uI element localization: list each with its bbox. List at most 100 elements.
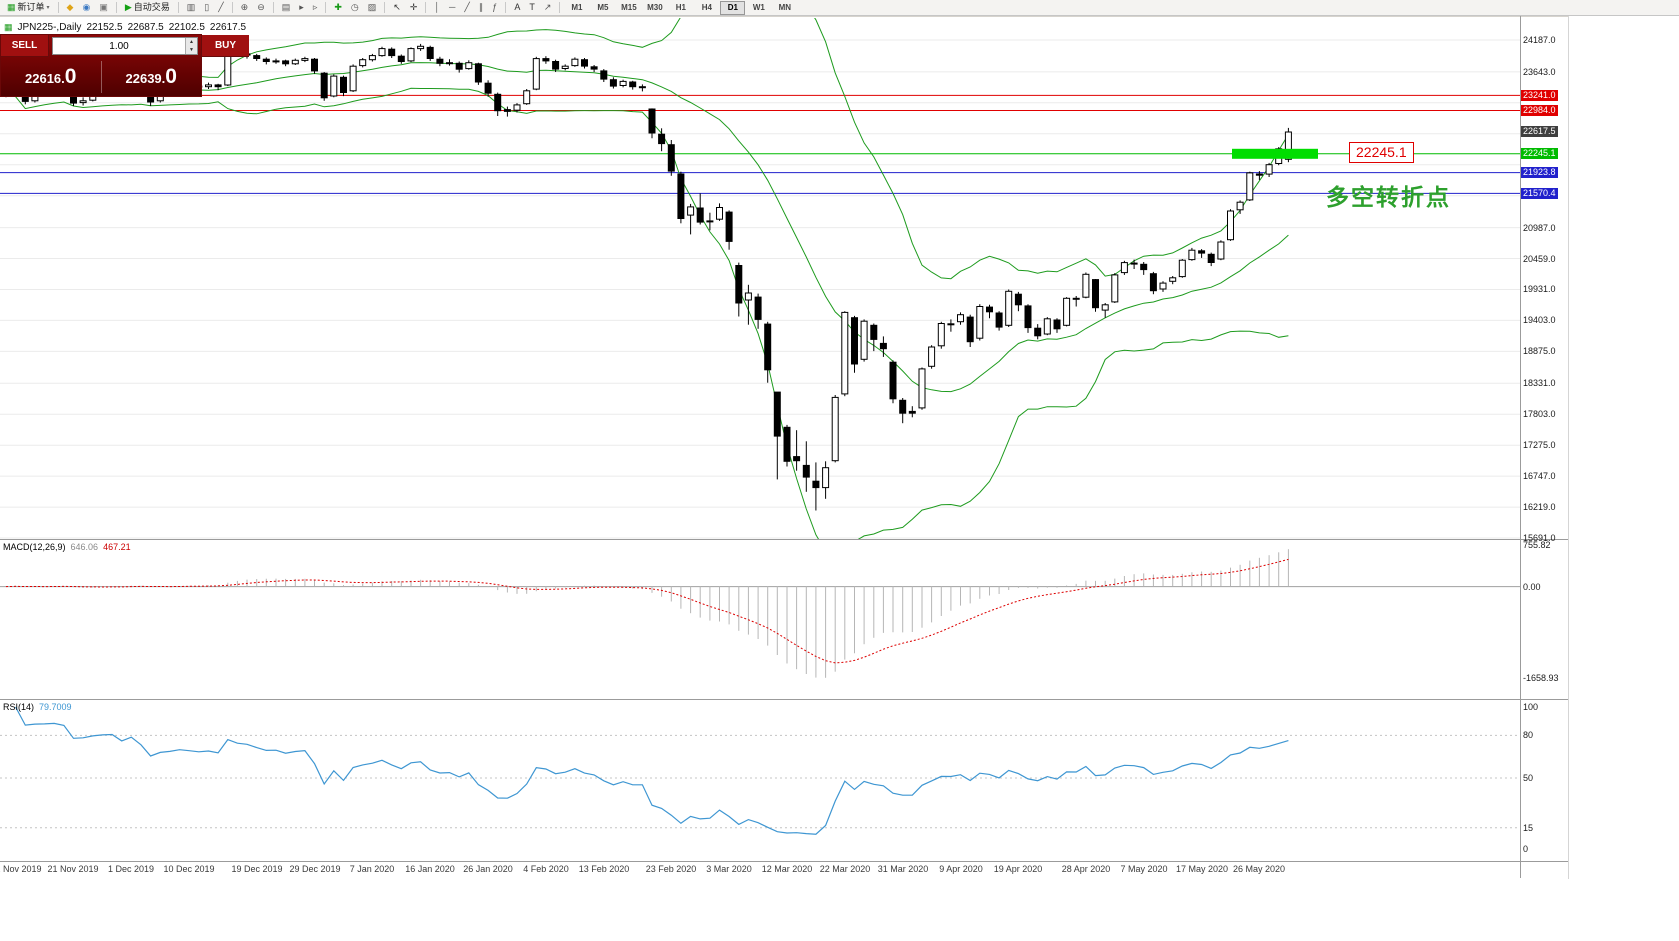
chart-shift-button[interactable]: ▹ xyxy=(309,1,322,15)
sell-button[interactable]: SELL xyxy=(1,35,49,57)
price-axis-label: 23643.0 xyxy=(1523,67,1556,77)
arrows-tool-icon: ↗ xyxy=(543,2,552,12)
date-axis-label: 12 Mar 2020 xyxy=(761,864,813,874)
timeframe-w1-button[interactable]: W1 xyxy=(746,1,771,15)
buy-price[interactable]: 22639.0 xyxy=(125,64,177,88)
new-order-icon: ▦ xyxy=(7,2,16,12)
periods-button[interactable]: ◷ xyxy=(347,1,363,15)
rsi-axis-label: 50 xyxy=(1523,773,1534,783)
date-axis-label: 21 Nov 2019 xyxy=(47,864,99,874)
rsi-axis-label: 0 xyxy=(1523,844,1529,854)
price-axis-label: 19931.0 xyxy=(1523,284,1556,294)
ohlc-close: 22617.5 xyxy=(209,22,247,33)
vertical-line-tool-button[interactable]: │ xyxy=(430,1,444,15)
bar-chart-type-button[interactable]: ▥ xyxy=(183,1,200,15)
chart-window-top-border xyxy=(0,16,1568,17)
terminal-icon: ▣ xyxy=(99,2,108,12)
panel-separator[interactable] xyxy=(0,699,1568,700)
volume-decrease-button[interactable]: ▼ xyxy=(186,46,197,54)
panel-separator xyxy=(0,861,1568,862)
toolbar-separator xyxy=(115,2,117,13)
templates-button[interactable]: ▨ xyxy=(364,1,381,15)
data-window-button[interactable]: ◉ xyxy=(78,1,94,15)
buy-button[interactable]: BUY xyxy=(201,35,249,57)
highlight-rectangle[interactable] xyxy=(1232,148,1318,159)
price-line-label: 22984.0 xyxy=(1521,105,1558,116)
rsi-panel[interactable] xyxy=(0,700,1520,860)
terminal-button[interactable]: ▣ xyxy=(95,1,112,15)
panel-separator[interactable] xyxy=(0,539,1568,540)
channel-tool-button[interactable]: ∥ xyxy=(475,1,488,15)
timeframe-m15-button[interactable]: M15 xyxy=(616,1,641,15)
rsi-line xyxy=(15,706,1289,835)
bollinger-middle-line xyxy=(15,62,1289,393)
date-axis-label: 26 Jan 2020 xyxy=(463,864,513,874)
sell-price[interactable]: 22616.0 xyxy=(25,64,77,88)
timeframe-h4-button[interactable]: H4 xyxy=(694,1,719,15)
date-axis-label: 26 May 2020 xyxy=(1232,864,1286,874)
turning-point-text-annotation[interactable]: 多空转折点 xyxy=(1326,184,1451,210)
market-watch-button[interactable]: ◆ xyxy=(63,1,78,15)
price-axis-label: 17275.0 xyxy=(1523,440,1556,450)
macd-panel[interactable] xyxy=(0,540,1520,699)
toolbar-separator xyxy=(384,2,386,13)
date-axis[interactable]: 12 Nov 2019 21 Nov 2019 1 Dec 2019 10 Dec 2… xyxy=(0,862,1520,878)
main-chart[interactable] xyxy=(0,18,1520,539)
indicators-button[interactable]: ✚ xyxy=(330,1,346,15)
toolbar-separator xyxy=(57,2,59,13)
fibonacci-tool-button[interactable]: ƒ xyxy=(488,1,501,15)
price-tag-annotation[interactable]: 22245.1 xyxy=(1349,142,1414,163)
label-tool-button[interactable]: T xyxy=(525,1,539,15)
toolbar-separator xyxy=(559,2,561,13)
timeframe-m1-button[interactable]: M1 xyxy=(564,1,589,15)
symbol-timeframe-label: JPN225-,Daily xyxy=(17,22,82,33)
candlestick-chart-type-icon: ▯ xyxy=(204,2,210,12)
cursor-button[interactable]: ↖ xyxy=(389,1,405,15)
trendline-tool-button[interactable]: ╱ xyxy=(460,1,473,15)
price-axis-label: 16747.0 xyxy=(1523,471,1556,481)
arrows-tool-button[interactable]: ↗ xyxy=(540,1,556,15)
crosshair-icon: ✛ xyxy=(409,2,418,12)
toolbar-separator xyxy=(505,2,507,13)
data-window-icon: ◉ xyxy=(82,2,91,12)
horizontal-line-tool-icon: ─ xyxy=(448,2,456,12)
price-axis-separator xyxy=(1520,16,1521,878)
timeframe-h1-button[interactable]: H1 xyxy=(668,1,693,15)
zoom-out-button[interactable]: ⊖ xyxy=(253,1,269,15)
text-tool-button[interactable]: A xyxy=(510,1,524,15)
chart-shift-icon: ▹ xyxy=(312,2,318,12)
date-axis-label: 4 Feb 2020 xyxy=(523,864,569,874)
volume-input[interactable] xyxy=(53,38,185,54)
chart-title: ▦ JPN225-,Daily 22152.5 22687.5 22102.5 … xyxy=(4,22,246,33)
bar-chart-type-icon: ▥ xyxy=(186,2,196,12)
vertical-line-tool-icon: │ xyxy=(434,2,440,12)
auto-scroll-button[interactable]: ▸ xyxy=(295,1,308,15)
macd-axis-label: 0.00 xyxy=(1523,582,1541,592)
line-chart-type-button[interactable]: ╱ xyxy=(214,1,227,15)
price-axis-label: 16219.0 xyxy=(1523,502,1556,512)
price-axis[interactable]: 24187.0 23643.0 20987.0 20459.0 19931.0 19403… xyxy=(1521,0,1568,879)
bollinger-lower-line xyxy=(15,87,1289,539)
indicators-icon: ✚ xyxy=(334,2,342,12)
ohlc-high: 22687.5 xyxy=(127,22,164,33)
volume-increase-button[interactable]: ▲ xyxy=(186,38,197,46)
volume-control: ▲ ▼ xyxy=(52,37,198,55)
tile-windows-icon: ▤ xyxy=(281,2,291,12)
timeframe-m30-button[interactable]: M30 xyxy=(642,1,667,15)
new-order-button[interactable]: ▦ 新订单 ▾ xyxy=(3,1,54,15)
candlestick-chart-type-button[interactable]: ▯ xyxy=(200,1,213,15)
zoom-in-button[interactable]: ⊕ xyxy=(237,1,253,15)
periods-icon: ◷ xyxy=(350,2,359,12)
horizontal-line-tool-button[interactable]: ─ xyxy=(445,1,459,15)
auto-trading-button[interactable]: ▶ 自动交易 xyxy=(121,1,174,15)
timeframe-m5-button[interactable]: M5 xyxy=(590,1,615,15)
date-axis-label: 31 Mar 2020 xyxy=(877,864,929,874)
date-axis-label: 1 Dec 2019 xyxy=(107,864,155,874)
tile-windows-button[interactable]: ▤ xyxy=(278,1,295,15)
templates-icon: ▨ xyxy=(367,2,377,12)
date-axis-label: 13 Feb 2020 xyxy=(578,864,630,874)
crosshair-button[interactable]: ✛ xyxy=(406,1,422,15)
timeframe-d1-button[interactable]: D1 xyxy=(720,0,746,15)
price-line-label: 22245.1 xyxy=(1521,148,1558,159)
timeframe-mn-button[interactable]: MN xyxy=(772,1,797,15)
